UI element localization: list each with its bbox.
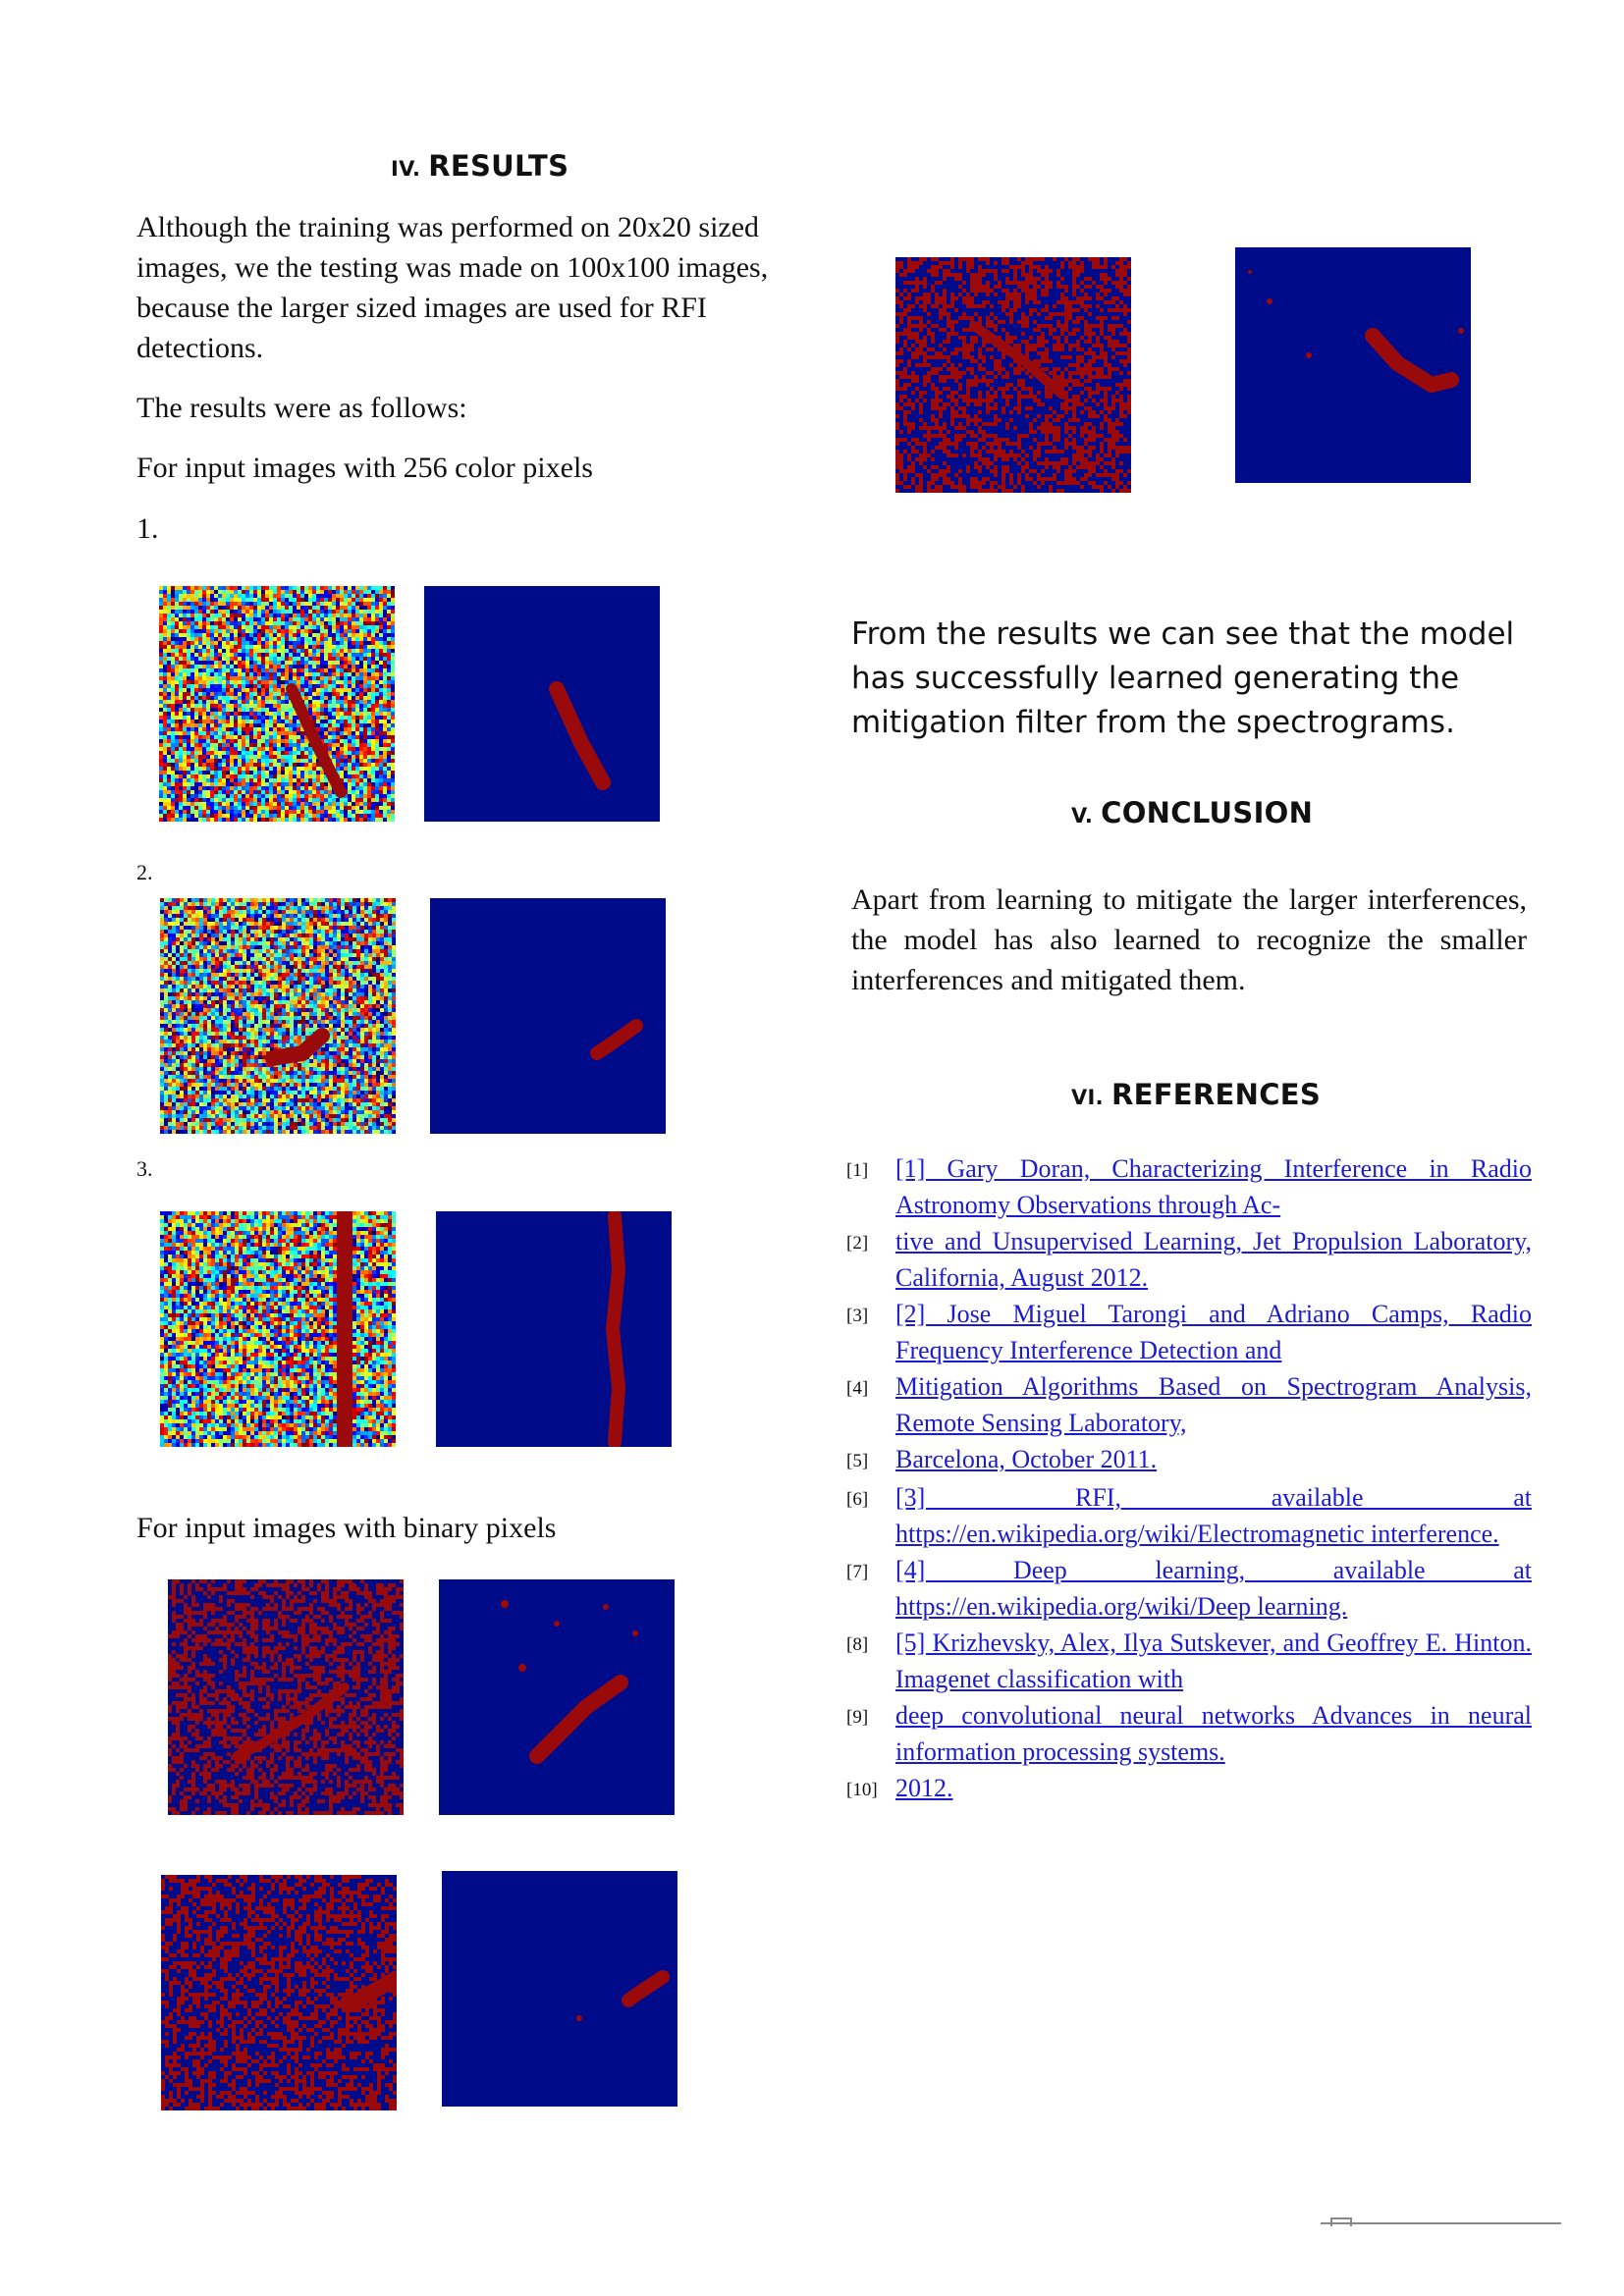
color-output-mask-3 — [436, 1211, 672, 1447]
reference-number: [5] — [846, 1451, 869, 1471]
binary-output-mask-2 — [442, 1871, 677, 2107]
references-list: [1] [1] Gary Doran, Characterizing Interf… — [846, 1150, 1532, 1808]
reference-number: [10] — [846, 1780, 878, 1800]
color-pixels-label: For input images with 256 color pixels — [136, 452, 593, 484]
reference-number: [1] — [846, 1160, 869, 1181]
reference-link[interactable]: Barcelona, October 2011. — [895, 1445, 1158, 1473]
color-input-image-1 — [159, 586, 395, 822]
reference-number: [6] — [846, 1489, 869, 1510]
results-follows: The results were as follows: — [136, 392, 467, 424]
conclusion-text: Apart from learning to mitigate the larg… — [851, 883, 1527, 996]
item-number-2: 2. — [136, 860, 153, 884]
reference-item: [4] Mitigation Algorithms Based on Spectr… — [846, 1368, 1532, 1441]
reference-link[interactable]: 2012. — [895, 1774, 953, 1802]
references-heading-text: REFERENCES — [1110, 1078, 1322, 1111]
results-heading-number: IV. — [391, 157, 421, 181]
reference-link[interactable]: [2] Jose Miguel Tarongi and Adriano Camp… — [895, 1300, 1532, 1364]
color-input-image-3 — [160, 1211, 396, 1447]
results-observation: From the results we can see that the mod… — [851, 616, 1515, 740]
reference-link[interactable]: [5] Krizhevsky, Alex, Ilya Sutskever, an… — [895, 1629, 1532, 1693]
references-heading-number: VI. — [1071, 1086, 1104, 1109]
reference-item: [9] deep convolutional neural networks Ad… — [846, 1697, 1532, 1770]
results-heading: IV. RESULTS — [391, 149, 568, 183]
reference-item: [8] [5] Krizhevsky, Alex, Ilya Sutskever,… — [846, 1625, 1532, 1697]
conclusion-heading-number: V. — [1071, 804, 1094, 828]
reference-item: [3] [2] Jose Miguel Tarongi and Adriano C… — [846, 1296, 1532, 1368]
item-number-3: 3. — [136, 1156, 153, 1181]
reference-link[interactable]: [1] Gary Doran, Characterizing Interfere… — [895, 1154, 1532, 1219]
reference-link[interactable]: [4] Deep learning, available at https://… — [895, 1556, 1532, 1621]
binary-pixels-label: For input images with binary pixels — [136, 1512, 557, 1544]
conclusion-heading: V. CONCLUSION — [1071, 796, 1313, 829]
references-heading: VI. REFERENCES — [1071, 1078, 1321, 1111]
reference-item: [1] [1] Gary Doran, Characterizing Interf… — [846, 1150, 1532, 1223]
reference-item: [6] [3] RFI, available at https://en.wiki… — [846, 1479, 1532, 1552]
reference-number: [3] — [846, 1306, 869, 1326]
reference-number: [4] — [846, 1378, 869, 1399]
reference-number: [7] — [846, 1562, 869, 1582]
color-output-mask-1 — [424, 586, 660, 822]
reference-item: [7] [4] Deep learning, available at https… — [846, 1552, 1532, 1625]
reference-item: [5] Barcelona, October 2011. — [846, 1441, 1532, 1479]
reference-item: [10] 2012. — [846, 1770, 1532, 1808]
footer-notch — [1330, 2217, 1352, 2226]
results-heading-text: RESULTS — [428, 149, 569, 183]
color-input-image-2 — [160, 898, 396, 1134]
conclusion-heading-text: CONCLUSION — [1101, 796, 1314, 829]
reference-number: [2] — [846, 1233, 869, 1254]
color-output-mask-2 — [430, 898, 666, 1134]
reference-link[interactable]: [3] RFI, available at https://en.wikiped… — [895, 1483, 1532, 1548]
binary-input-image-3 — [895, 257, 1131, 493]
reference-item: [2] tive and Unsupervised Learning, Jet P… — [846, 1223, 1532, 1296]
reference-number: [9] — [846, 1707, 869, 1728]
reference-link[interactable]: Mitigation Algorithms Based on Spectrogr… — [895, 1372, 1532, 1437]
reference-number: [8] — [846, 1634, 869, 1655]
reference-link[interactable]: tive and Unsupervised Learning, Jet Prop… — [895, 1227, 1532, 1292]
binary-input-image-1 — [168, 1579, 404, 1815]
binary-output-mask-1 — [439, 1579, 675, 1815]
binary-input-image-2 — [161, 1875, 397, 2110]
reference-link[interactable]: deep convolutional neural networks Advan… — [895, 1701, 1532, 1766]
footer-rule — [1321, 2222, 1561, 2224]
results-intro: Although the training was performed on 2… — [136, 211, 769, 364]
binary-output-mask-3 — [1235, 247, 1471, 483]
item-number-1: 1. — [136, 512, 159, 545]
